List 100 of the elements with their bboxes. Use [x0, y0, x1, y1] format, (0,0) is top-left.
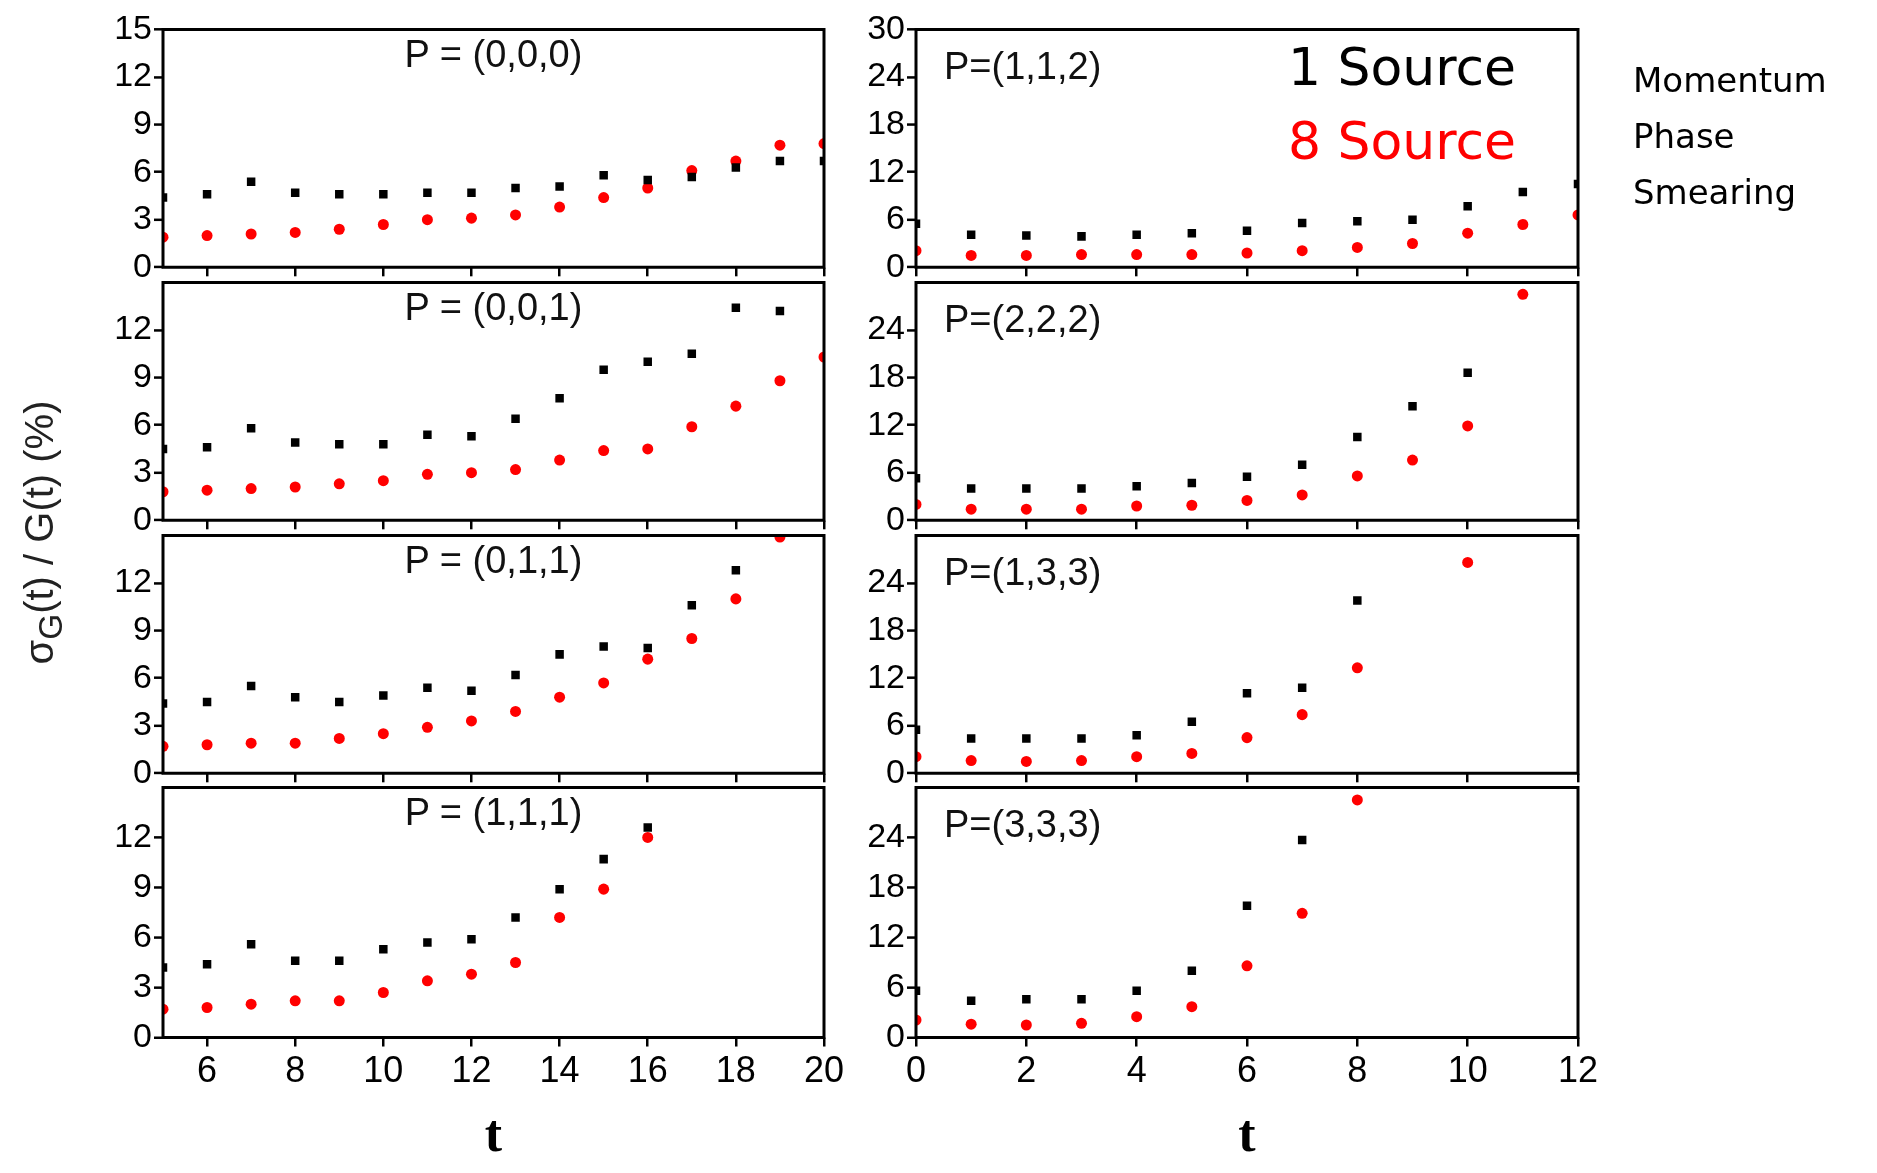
point: [377, 987, 389, 999]
point: [966, 484, 976, 493]
point: [289, 481, 301, 493]
point: [1022, 231, 1031, 240]
point: [1463, 368, 1472, 377]
y-tick-label: 18: [867, 102, 905, 141]
y-tick-label: 6: [886, 966, 905, 1005]
point: [1353, 432, 1362, 442]
point: [774, 375, 786, 387]
point: [599, 855, 608, 864]
chart-title: P=(2,2,2): [944, 297, 1102, 340]
point: [598, 192, 610, 204]
point: [731, 565, 741, 575]
x-tick-label: 10: [363, 1049, 404, 1091]
point: [201, 484, 213, 496]
point: [1353, 217, 1362, 226]
point: [1022, 484, 1031, 493]
point: [202, 442, 212, 452]
point: [966, 733, 976, 743]
point: [598, 676, 610, 688]
chart-title: P=(1,3,3): [944, 550, 1102, 593]
point: [642, 443, 654, 455]
point: [289, 226, 301, 238]
point: [1462, 556, 1474, 568]
y-tick-label: 18: [867, 866, 905, 905]
point: [1131, 750, 1143, 762]
point: [467, 188, 476, 198]
y-tick-label: 18: [867, 608, 905, 647]
point: [1022, 995, 1031, 1004]
y-tick-label: 0: [886, 498, 905, 537]
point: [643, 357, 652, 366]
point: [1242, 472, 1252, 481]
y-tick-label: 6: [886, 703, 905, 742]
y-tick-label: 9: [133, 608, 152, 647]
point: [246, 423, 256, 433]
point: [1407, 237, 1418, 250]
y-tick-label: 0: [133, 245, 152, 284]
point: [1408, 215, 1417, 224]
point: [289, 737, 301, 749]
point: [686, 632, 698, 644]
y-tick-label: 0: [133, 751, 152, 790]
point: [511, 913, 520, 922]
point: [1296, 489, 1308, 501]
point: [421, 721, 433, 733]
point: [1407, 454, 1418, 466]
y-tick-label: 6: [133, 656, 152, 695]
y-tick-label: 0: [133, 1016, 152, 1055]
point: [555, 393, 564, 403]
point: [1517, 218, 1529, 230]
y-tick-label: 12: [114, 816, 152, 855]
point: [731, 163, 741, 172]
point: [686, 420, 698, 433]
point: [642, 653, 654, 665]
x-tick-label: 16: [627, 1049, 668, 1091]
point: [554, 454, 566, 466]
point: [421, 975, 433, 987]
point: [245, 228, 257, 240]
point: [1132, 986, 1141, 996]
y-tick-label: 12: [114, 308, 152, 347]
point: [245, 482, 257, 494]
point: [1296, 908, 1308, 920]
point: [423, 188, 432, 198]
point: [1020, 755, 1032, 767]
y-tick-label: 9: [133, 102, 152, 141]
point: [421, 468, 433, 480]
point: [555, 182, 564, 191]
point: [554, 201, 566, 213]
point: [377, 727, 389, 739]
chart-title: P = (0,0,1): [404, 285, 583, 328]
point: [510, 705, 522, 717]
y-tick-label: 24: [867, 55, 905, 94]
y-tick-label: 3: [133, 966, 152, 1005]
point: [335, 697, 344, 706]
point: [730, 592, 742, 604]
point: [965, 1018, 977, 1030]
y-tick-label: 12: [114, 55, 152, 94]
point: [1131, 500, 1143, 512]
point: [1132, 730, 1141, 739]
point: [1076, 754, 1087, 766]
point: [510, 209, 522, 221]
x-tick-label: 12: [451, 1049, 492, 1091]
x-tick-label: 12: [1557, 1049, 1599, 1091]
x-tick-label: 14: [539, 1049, 580, 1091]
point: [1186, 499, 1198, 511]
point: [1020, 1019, 1032, 1031]
point: [774, 139, 786, 151]
y-tick-label: 3: [133, 703, 152, 742]
x-tick-label: 20: [803, 1049, 845, 1091]
x-tick-label: 2: [1016, 1049, 1037, 1091]
point: [1186, 747, 1198, 759]
point: [1408, 401, 1417, 411]
y-tick-label: 3: [133, 198, 152, 237]
series-label: 8 Source: [1287, 111, 1516, 172]
point: [290, 438, 300, 447]
point: [1351, 241, 1363, 253]
point: [423, 938, 432, 947]
point: [201, 738, 213, 750]
point: [333, 732, 345, 744]
point: [465, 714, 477, 726]
point: [599, 171, 608, 180]
